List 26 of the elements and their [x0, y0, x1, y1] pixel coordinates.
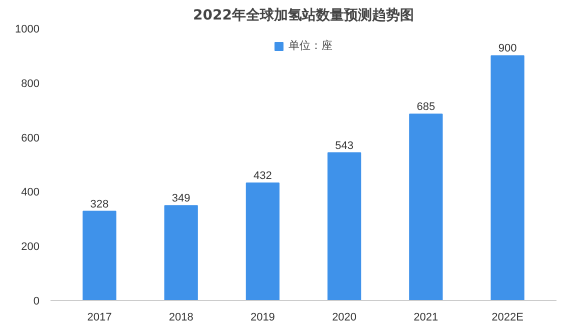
- bar: [164, 205, 198, 300]
- data-label: 685: [416, 101, 436, 114]
- bar: [327, 152, 362, 300]
- chart-title: 2022年全球加氢站数量预测趋势图: [193, 8, 414, 24]
- bar: [490, 55, 524, 300]
- data-label: 900: [498, 42, 517, 55]
- x-tick-label: 2017: [87, 312, 112, 324]
- data-label: 543: [335, 140, 354, 152]
- bar: [246, 182, 280, 300]
- x-tick-label: 2018: [168, 312, 194, 324]
- y-tick-label: 1000: [15, 24, 40, 36]
- y-tick-label: 600: [21, 132, 40, 144]
- x-tick-label: 2020: [332, 312, 357, 324]
- y-tick-label: 0: [33, 296, 40, 308]
- data-label: 349: [172, 192, 190, 205]
- legend-label: 单位：座: [288, 38, 332, 53]
- x-tick-label: 2019: [250, 312, 275, 324]
- x-tick-label: 2021: [414, 312, 438, 324]
- y-tick-label: 400: [21, 186, 40, 199]
- data-label: 432: [254, 170, 272, 182]
- bar: [82, 210, 116, 300]
- x-tick-label: 2022E: [492, 312, 524, 324]
- data-label: 328: [90, 198, 109, 210]
- y-tick-label: 800: [21, 78, 40, 90]
- bar: [409, 114, 443, 300]
- y-tick-label: 200: [21, 241, 40, 254]
